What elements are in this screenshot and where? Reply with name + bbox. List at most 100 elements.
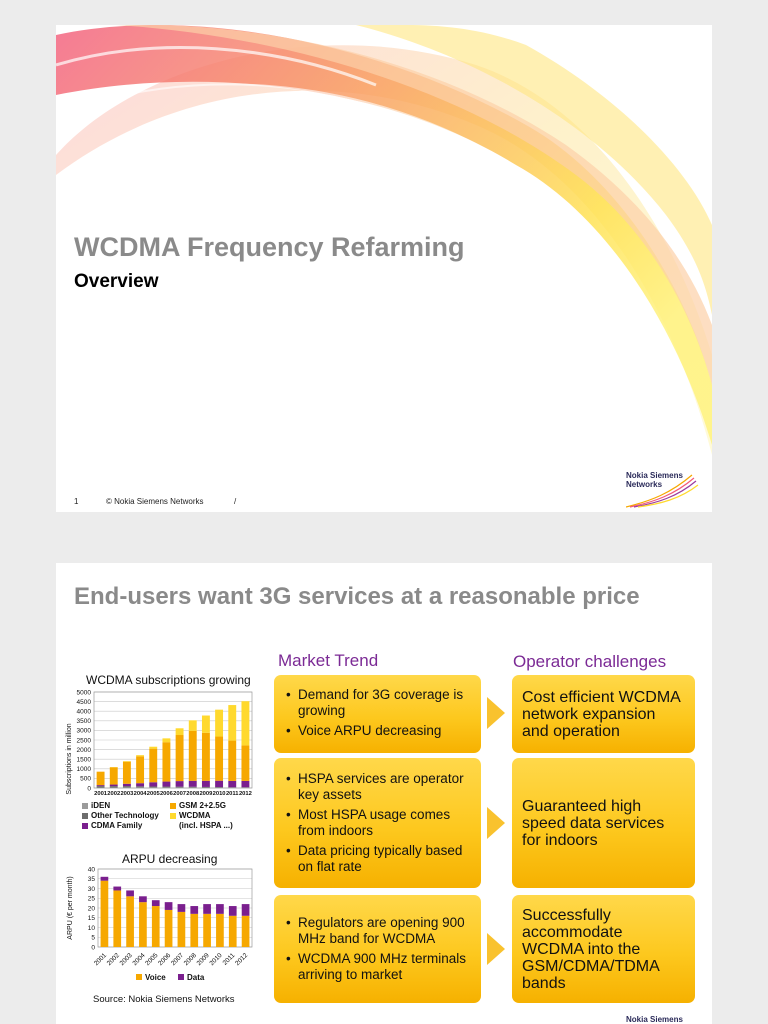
challenge-text: Guaranteed high speed data services for … <box>522 797 665 849</box>
trend-bullet: Data pricing typically based on flat rat… <box>284 843 475 875</box>
bar-segment-gsm-2-2-5g <box>136 756 145 784</box>
bar-segment-cdma-family <box>201 780 210 787</box>
bar-segment-wcdma-incl-hspa <box>241 701 250 746</box>
copyright-text: © Nokia Siemens Networks <box>106 497 204 506</box>
bar-segment-voice <box>164 909 173 947</box>
x-tick-label: 2002 <box>107 791 120 797</box>
bar-segment-voice <box>241 915 250 947</box>
legend-swatch <box>136 974 142 980</box>
bar-segment-wcdma-incl-hspa <box>162 738 171 743</box>
bar-segment-cdma-family <box>188 780 197 787</box>
bar-segment-gsm-2-2-5g <box>149 748 158 783</box>
legend-label: Voice <box>145 973 166 982</box>
x-tick-label: 2001 <box>93 952 108 967</box>
bar-segment-wcdma-incl-hspa <box>136 755 145 757</box>
logo-wave-icon <box>626 474 699 508</box>
y-tick-label: 3000 <box>77 728 92 735</box>
y-tick-label: 2500 <box>77 737 92 744</box>
trend-bullet: Regulators are opening 900 MHz band for … <box>284 915 475 947</box>
content-slide: End-users want 3G services at a reasonab… <box>56 563 712 1024</box>
bar-segment-gsm-2-2-5g <box>241 745 250 781</box>
trend-box-1: Demand for 3G coverage is growing Voice … <box>274 675 481 753</box>
x-tick-label: 2008 <box>186 791 200 797</box>
bar-segment-voice <box>139 902 147 947</box>
slide-subtitle: Overview <box>74 271 159 292</box>
bar-segment-voice <box>100 880 109 947</box>
bar-segment-cdma-family <box>136 783 145 787</box>
challenge-box-3: Successfully accommodate WCDMA into the … <box>512 895 695 1003</box>
y-tick-label: 10 <box>88 925 96 932</box>
x-tick-label: 2012 <box>239 791 252 797</box>
bar-segment-other-technology <box>109 786 118 788</box>
trend-bullet: WCDMA 900 MHz terminals arriving to mark… <box>284 951 475 983</box>
title-slide: WCDMA Frequency Refarming Overview 1 © N… <box>56 25 712 512</box>
slide-title: End-users want 3G services at a reasonab… <box>74 583 640 610</box>
logo-line-1: Nokia Siemens <box>626 471 683 480</box>
bar-segment-other-technology <box>188 786 197 788</box>
x-tick-label: 2007 <box>173 791 186 797</box>
y-tick-label: 40 <box>88 866 96 873</box>
plot-frame <box>93 691 253 789</box>
challenge-box-1: Cost efficient WCDMA network expansion a… <box>512 675 695 753</box>
bar-segment-iden <box>136 787 145 788</box>
bar-segment-iden <box>188 787 197 788</box>
bar-segment-other-technology <box>162 786 171 788</box>
bar-segment-voice <box>228 915 237 947</box>
x-tick-label: 2005 <box>144 952 159 967</box>
trend-bullet: HSPA services are operator key assets <box>284 771 475 803</box>
y-axis-label: Subscriptions in million <box>66 723 73 794</box>
challenge-text: Successfully accommodate WCDMA into the … <box>522 906 659 992</box>
y-axis-label: ARPU (€ per month) <box>67 876 74 939</box>
bar-segment-data <box>113 886 122 891</box>
bar-segment-other-technology <box>122 786 131 788</box>
bar-segment-wcdma-incl-hspa <box>215 709 224 737</box>
trend-box-3: Regulators are opening 900 MHz band for … <box>274 895 481 1003</box>
bar-segment-gsm-2-2-5g <box>215 736 224 781</box>
bar-segment-gsm-2-2-5g <box>188 730 197 781</box>
x-tick-label: 2003 <box>120 791 134 797</box>
bar-segment-iden <box>122 787 131 788</box>
subscriptions-chart: Subscriptions in million 0 500 1000 1500 200… <box>66 689 253 797</box>
operator-challenges-heading: Operator challenges <box>513 652 667 671</box>
arrow-right-icon <box>487 807 505 839</box>
bar-segment-gsm-2-2-5g <box>109 767 118 785</box>
y-tick-label: 0 <box>87 785 91 792</box>
y-tick-label: 500 <box>80 776 91 783</box>
bar-segment-data <box>151 900 160 907</box>
bar-segment-data <box>190 906 199 914</box>
bar-segment-cdma-family <box>109 784 118 787</box>
bar-segment-other-technology <box>96 786 105 788</box>
bar-segment-wcdma-incl-hspa <box>149 746 158 749</box>
bar-segment-iden <box>162 787 171 788</box>
x-tick-label: 2011 <box>226 791 239 797</box>
legend-swatch <box>178 974 184 980</box>
subscriptions-legend: iDEN Other Technology CDMA Family GSM 2+… <box>82 801 262 835</box>
arrow-right-icon <box>487 697 505 729</box>
bar-segment-cdma-family <box>162 781 171 787</box>
bar-segment-data <box>164 902 173 910</box>
logo-line-2: Networks <box>626 480 663 489</box>
x-tick-label: 2003 <box>119 952 134 967</box>
arrow-right-icon <box>487 933 505 965</box>
legend-item-gsm: GSM 2+2.5G <box>170 801 226 811</box>
bar-segment-voice <box>177 911 186 947</box>
subscriptions-chart-title: WCDMA subscriptions growing <box>86 673 251 687</box>
y-tick-label: 1500 <box>77 757 92 764</box>
bar-segment-wcdma-incl-hspa <box>201 715 210 733</box>
x-tick-label: 2004 <box>131 952 146 967</box>
legend-label: Data <box>187 973 205 982</box>
x-tick-label: 2002 <box>106 952 121 967</box>
source-note: Source: Nokia Siemens Networks <box>93 994 235 1005</box>
y-tick-label: 15 <box>88 915 96 922</box>
slide-title: WCDMA Frequency Refarming <box>74 232 465 262</box>
x-tick-label: 2001 <box>94 791 108 797</box>
legend-item-iden: iDEN <box>82 801 110 811</box>
y-tick-label: 3500 <box>77 718 92 725</box>
bar-segment-gsm-2-2-5g <box>122 761 131 784</box>
bar-segment-wcdma-incl-hspa <box>175 728 184 736</box>
bar-segment-other-technology <box>201 786 210 788</box>
y-tick-label: 1000 <box>77 766 92 773</box>
bar-segment-wcdma-incl-hspa <box>188 720 197 731</box>
x-tick-label: 2004 <box>134 791 148 797</box>
